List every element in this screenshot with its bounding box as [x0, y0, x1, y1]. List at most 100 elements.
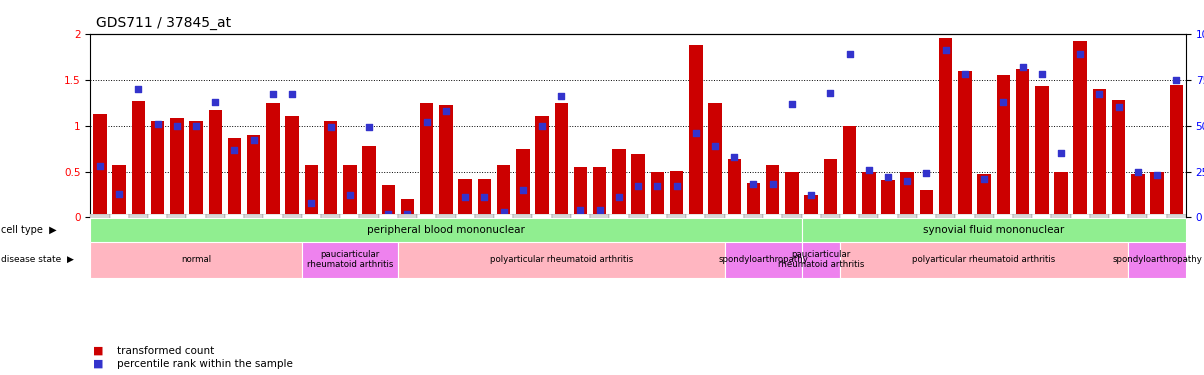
- Text: GSM23190: GSM23190: [193, 216, 199, 250]
- Bar: [1128, 214, 1147, 278]
- Point: [225, 147, 244, 153]
- Bar: [90, 217, 802, 242]
- Point: [667, 183, 686, 189]
- Bar: [840, 242, 1128, 278]
- Bar: [247, 135, 260, 218]
- Bar: [1090, 214, 1109, 278]
- Text: cell type  ▶: cell type ▶: [1, 225, 57, 235]
- Text: GSM23198: GSM23198: [846, 216, 852, 250]
- Point: [840, 51, 860, 57]
- Text: GSM23185: GSM23185: [96, 216, 102, 250]
- Bar: [343, 165, 356, 218]
- Text: GSM23186: GSM23186: [116, 216, 122, 250]
- Point: [590, 207, 609, 213]
- Point: [1090, 92, 1109, 98]
- Bar: [266, 103, 279, 218]
- Bar: [574, 167, 588, 218]
- Bar: [517, 148, 530, 217]
- Text: GSM23169: GSM23169: [501, 216, 507, 250]
- Bar: [1109, 214, 1128, 278]
- Text: GSM23168: GSM23168: [482, 216, 488, 250]
- Bar: [302, 214, 321, 278]
- Bar: [706, 214, 725, 278]
- Bar: [420, 103, 433, 218]
- Text: spondyloarthropathy: spondyloarthropathy: [1112, 255, 1202, 264]
- Text: GSM23176: GSM23176: [636, 216, 641, 250]
- Point: [1147, 172, 1167, 178]
- Bar: [648, 214, 667, 278]
- Text: GSM23208: GSM23208: [1039, 216, 1045, 250]
- Text: polyarticular rheumatoid arthritis: polyarticular rheumatoid arthritis: [913, 255, 1056, 264]
- Text: synovial fluid mononuclear: synovial fluid mononuclear: [923, 225, 1064, 235]
- Point: [378, 211, 397, 217]
- Text: GSM23174: GSM23174: [597, 216, 603, 250]
- Bar: [881, 180, 895, 218]
- Bar: [860, 214, 879, 278]
- Text: GSM23205: GSM23205: [981, 216, 987, 250]
- Point: [744, 182, 763, 188]
- Bar: [744, 214, 763, 278]
- Bar: [397, 214, 417, 278]
- Point: [148, 121, 167, 127]
- Bar: [1051, 214, 1070, 278]
- Text: GSM23193: GSM23193: [250, 216, 256, 250]
- Bar: [401, 199, 414, 217]
- Bar: [494, 214, 513, 278]
- Bar: [129, 214, 148, 278]
- Bar: [208, 110, 222, 218]
- Bar: [324, 121, 337, 218]
- Bar: [993, 214, 1013, 278]
- Text: transformed count: transformed count: [117, 346, 214, 355]
- Text: GSM23161: GSM23161: [347, 216, 353, 250]
- Point: [916, 170, 936, 176]
- Point: [417, 119, 436, 125]
- Text: GSM23206: GSM23206: [1001, 216, 1007, 250]
- Bar: [497, 165, 510, 218]
- Bar: [955, 214, 974, 278]
- Text: GSM23173: GSM23173: [578, 216, 584, 250]
- Point: [129, 86, 148, 92]
- Text: percentile rank within the sample: percentile rank within the sample: [117, 359, 293, 369]
- Bar: [1150, 172, 1164, 217]
- Bar: [785, 172, 798, 217]
- Text: GSM23195: GSM23195: [289, 216, 295, 250]
- Text: GSM23188: GSM23188: [154, 216, 160, 250]
- Bar: [592, 167, 607, 218]
- Bar: [362, 146, 376, 218]
- Bar: [879, 214, 898, 278]
- Bar: [862, 172, 875, 217]
- Bar: [824, 159, 837, 218]
- Text: GSM23209: GSM23209: [1058, 216, 1064, 250]
- Bar: [708, 103, 721, 218]
- Bar: [978, 174, 991, 217]
- Text: GSM23187: GSM23187: [135, 216, 141, 250]
- Bar: [686, 214, 706, 278]
- Text: GSM23172: GSM23172: [559, 216, 565, 250]
- Point: [321, 124, 341, 130]
- Bar: [650, 172, 665, 217]
- Text: GSM23189: GSM23189: [173, 216, 179, 250]
- Bar: [167, 214, 187, 278]
- Bar: [802, 214, 821, 278]
- Text: GSM23214: GSM23214: [1155, 216, 1161, 250]
- Text: GSM23183: GSM23183: [769, 216, 775, 250]
- Bar: [378, 214, 397, 278]
- Bar: [112, 165, 126, 218]
- Bar: [90, 214, 110, 278]
- Point: [860, 167, 879, 173]
- Point: [706, 143, 725, 149]
- Point: [802, 192, 821, 198]
- Bar: [821, 214, 840, 278]
- Text: GSM23200: GSM23200: [885, 216, 891, 250]
- Bar: [804, 195, 818, 217]
- Point: [244, 137, 264, 143]
- Bar: [436, 214, 455, 278]
- Bar: [555, 103, 568, 218]
- Point: [283, 92, 302, 98]
- Bar: [285, 116, 299, 218]
- Text: GSM23162: GSM23162: [366, 216, 372, 250]
- Point: [494, 209, 513, 215]
- Point: [90, 163, 110, 169]
- Bar: [189, 121, 202, 218]
- Bar: [478, 179, 491, 218]
